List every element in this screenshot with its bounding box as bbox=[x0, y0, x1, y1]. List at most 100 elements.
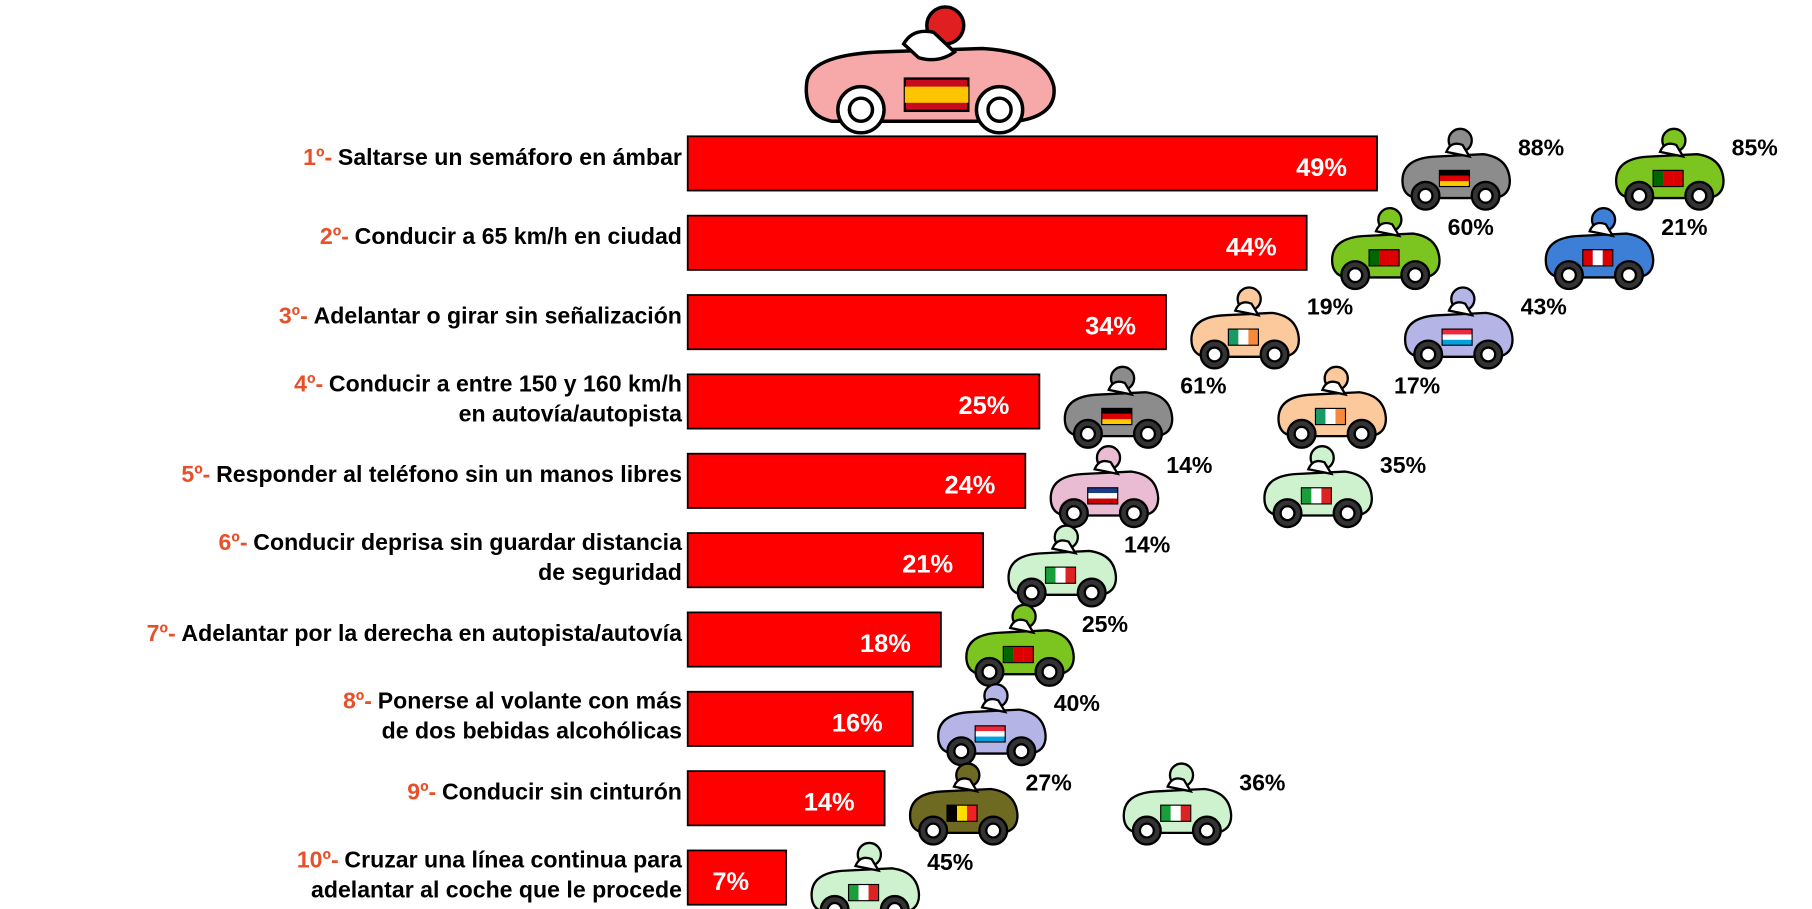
driver-face bbox=[1374, 221, 1402, 238]
flag-border bbox=[1652, 169, 1684, 188]
comparison-car bbox=[1544, 206, 1655, 291]
category-label: 1º- Saltarse un semáforo en ámbar bbox=[303, 144, 682, 170]
flag-stripe bbox=[1582, 249, 1593, 266]
comparison-car bbox=[810, 841, 921, 909]
driver-face bbox=[1107, 380, 1135, 397]
flag-stripe bbox=[1065, 567, 1076, 584]
wheel-hub bbox=[1266, 346, 1283, 363]
bar bbox=[686, 690, 914, 747]
flag-stripe bbox=[1101, 408, 1132, 414]
wheel-hub bbox=[1083, 584, 1100, 601]
wheel-hub bbox=[1023, 584, 1040, 601]
comparison-car bbox=[937, 683, 1047, 767]
wheel-hub bbox=[1407, 267, 1424, 284]
flag-border bbox=[847, 883, 880, 902]
driver-face bbox=[1444, 142, 1472, 159]
flag-border bbox=[1101, 407, 1133, 426]
rank-label: 9º- bbox=[407, 779, 436, 805]
wheel-hub bbox=[1206, 346, 1223, 363]
flag-border bbox=[1314, 407, 1347, 426]
flag-stripe bbox=[1315, 408, 1326, 425]
row: 14% 9º- Conducir sin cinturón 27% 36% bbox=[407, 762, 1285, 846]
driver-face bbox=[1166, 777, 1194, 793]
flag-stripe bbox=[1013, 646, 1024, 663]
flag-stripe bbox=[858, 884, 869, 901]
wheel-hub bbox=[1013, 743, 1030, 760]
comparison-car bbox=[965, 603, 1075, 687]
wheel-hub bbox=[1631, 187, 1648, 204]
value-label: 49% bbox=[1296, 154, 1347, 182]
wheel-hub bbox=[1125, 505, 1142, 522]
comparison-car bbox=[1401, 127, 1512, 211]
row: 25% 4º- Conducir a entre 150 y 160 km/h en … bbox=[294, 365, 1440, 449]
comparison-label: 14% bbox=[1124, 531, 1170, 557]
row: 16% 8º- Ponerse al volante con más de dos b… bbox=[343, 683, 1100, 767]
flag-stripe bbox=[1389, 249, 1400, 266]
category-text: Adelantar por la derecha en autopista/au… bbox=[181, 620, 682, 646]
category-label: de seguridad bbox=[538, 559, 682, 585]
wheel-hub bbox=[1339, 505, 1356, 522]
rank-label: 3º- bbox=[279, 303, 308, 329]
category-text: Cruzar una línea continua para bbox=[344, 847, 682, 873]
bar bbox=[686, 135, 1378, 192]
flag-stripe bbox=[1673, 170, 1684, 187]
comparison-car bbox=[1263, 445, 1373, 529]
wheel-hub bbox=[1198, 822, 1215, 839]
category-label: 3º- Adelantar o girar sin señalización bbox=[279, 303, 682, 329]
wheel-hub bbox=[925, 822, 942, 839]
category-label: en autovía/autopista bbox=[459, 400, 682, 426]
driver-face bbox=[1447, 301, 1475, 317]
bar bbox=[686, 849, 788, 906]
wheel-hub bbox=[1691, 187, 1708, 204]
flag-stripe bbox=[1160, 805, 1171, 822]
flag-stripe bbox=[1228, 329, 1239, 346]
flag-border bbox=[1160, 804, 1192, 822]
comparison-car bbox=[1049, 445, 1160, 529]
wheel-hub bbox=[953, 743, 970, 760]
flag-stripe bbox=[1248, 329, 1259, 346]
flag-border bbox=[1368, 249, 1400, 267]
flag-stripe bbox=[1180, 805, 1191, 822]
wheel-hub bbox=[826, 901, 843, 909]
comparison-car bbox=[1277, 365, 1388, 449]
wheel-hub bbox=[1138, 822, 1155, 839]
rank-label: 10º- bbox=[297, 847, 339, 873]
flag-stripe bbox=[1055, 567, 1066, 584]
flag-stripe bbox=[1379, 249, 1390, 266]
wheel-hub bbox=[1279, 505, 1296, 522]
category-text: Conducir a 65 km/h en ciudad bbox=[355, 223, 682, 249]
wheel-hub bbox=[1139, 425, 1157, 442]
category-label: 10º- Cruzar una línea continua para bbox=[297, 847, 682, 873]
category-text: de seguridad bbox=[538, 559, 682, 585]
driver-face bbox=[1008, 618, 1036, 635]
category-text: adelantar al coche que le procede bbox=[311, 877, 682, 903]
rank-label: 8º- bbox=[343, 688, 372, 714]
flag-stripe bbox=[1442, 329, 1473, 335]
wheel-hub bbox=[985, 822, 1002, 839]
flag-stripe bbox=[947, 805, 958, 822]
category-label: 7º- Adelantar por la derecha en autopista… bbox=[147, 620, 682, 646]
flag-stripe bbox=[1439, 170, 1470, 176]
flag-stripe bbox=[1087, 498, 1118, 504]
comparison-label: 21% bbox=[1661, 214, 1707, 240]
bar bbox=[686, 770, 886, 827]
category-label: 9º- Conducir sin cinturón bbox=[407, 779, 682, 805]
spain-car-illustration bbox=[804, 5, 1056, 135]
flag-stripe bbox=[1311, 487, 1322, 504]
flag-stripe bbox=[1369, 249, 1380, 266]
flag-stripe bbox=[1335, 408, 1346, 425]
flag-stripe bbox=[848, 884, 859, 901]
flag-stripe bbox=[975, 736, 1006, 742]
wheel-hub bbox=[1477, 187, 1494, 204]
value-label: 16% bbox=[832, 709, 883, 737]
flag-stripe bbox=[1003, 646, 1014, 663]
category-text: Conducir a entre 150 y 160 km/h bbox=[329, 370, 682, 396]
wheel-hub bbox=[1560, 267, 1577, 284]
driver-face bbox=[952, 777, 980, 793]
flag-stripe bbox=[1321, 487, 1332, 504]
flag-stripe bbox=[957, 805, 968, 822]
wheel-hub bbox=[1353, 425, 1370, 442]
flag-stripe bbox=[1592, 249, 1603, 266]
driver-face bbox=[1306, 459, 1334, 476]
